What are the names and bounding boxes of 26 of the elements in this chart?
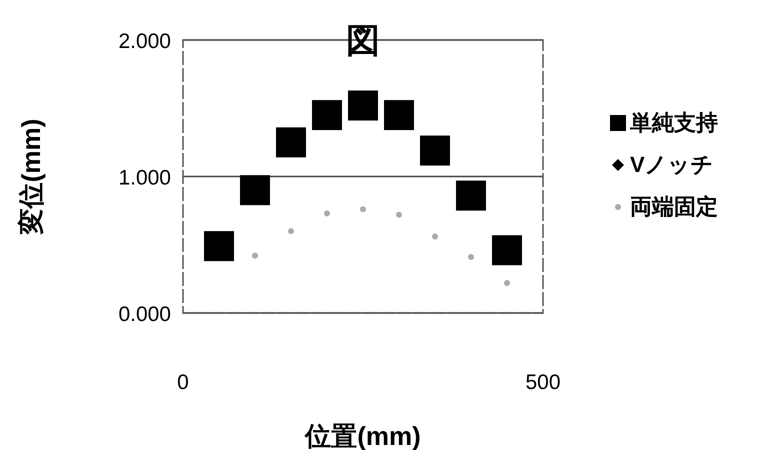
- point: [240, 175, 270, 206]
- point: [360, 206, 366, 212]
- point: [468, 254, 474, 260]
- point: [504, 280, 510, 286]
- point: [420, 136, 450, 166]
- x-tick-label: 500: [525, 371, 561, 394]
- point: [432, 234, 438, 240]
- y-tick-label: 0.000: [118, 303, 171, 326]
- point: [252, 252, 258, 259]
- point: [384, 100, 414, 130]
- point: [324, 210, 330, 216]
- point: [348, 90, 378, 121]
- y-tick-label: 1.000: [118, 166, 171, 190]
- legend-label: Vノッチ: [630, 152, 714, 177]
- legend-label: 単純支持: [629, 110, 718, 135]
- y-axis-title: 変位(mm): [16, 118, 46, 236]
- x-tick-label: 0: [177, 371, 189, 394]
- point: [492, 235, 522, 266]
- point: [288, 228, 294, 234]
- point: [312, 100, 342, 130]
- legend-label: 両端固定: [630, 194, 718, 219]
- point: [204, 231, 234, 262]
- point: [276, 127, 306, 158]
- point: [396, 212, 402, 218]
- point: [456, 180, 486, 211]
- y-tick-label: 2.000: [118, 30, 171, 53]
